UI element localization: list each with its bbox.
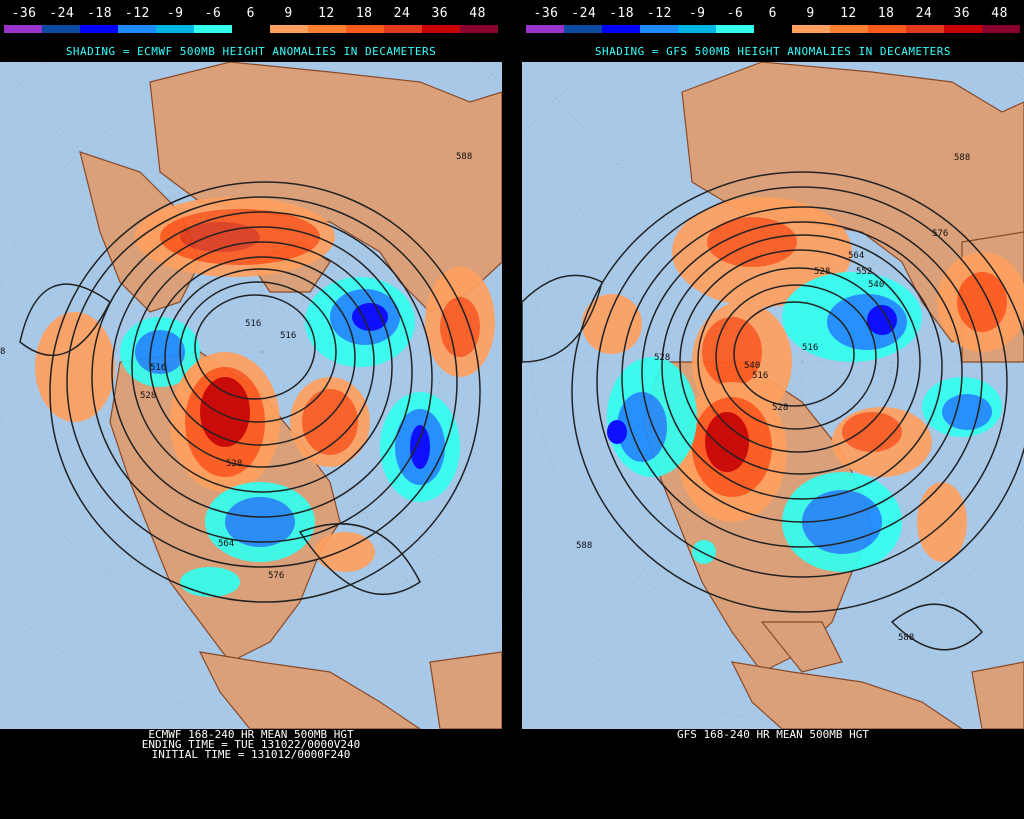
colorbar-label: -24: [49, 6, 75, 21]
colorbar-label: 36: [431, 6, 449, 21]
colorbar-segment: [194, 25, 232, 33]
contour-label: 528: [814, 267, 830, 277]
colorbar-label: 6: [768, 6, 777, 21]
caption-line-3: INITIAL TIME = 131012/0000F240: [151, 748, 351, 761]
colorbar-label: 24: [393, 6, 411, 21]
anomaly-shading: [582, 197, 1024, 572]
colorbar-label: 24: [915, 6, 933, 21]
gfs-panel: -36 -24 -18 -12 -9 -6 6 9 12 18 24 36 48 SHADING = G…: [522, 0, 1024, 819]
contour-label: 516: [245, 319, 261, 329]
ecmwf-anomaly-map: 516 516 516 528 528 564 576 588 8: [0, 62, 502, 729]
contour-label: 588: [576, 541, 592, 551]
colorbar-label: -36: [533, 6, 559, 21]
gfs-anomaly-map: 528 540 552 564 576 588 588 588 516 516 528 528 540: [522, 62, 1024, 729]
contour-label: 564: [218, 539, 234, 549]
colorbar-segment: [716, 25, 754, 33]
colorbar-segment: [422, 25, 460, 33]
contour-label: 540: [744, 361, 760, 371]
colorbar-segment: [156, 25, 194, 33]
colorbar-segment: [80, 25, 118, 33]
contour-label: 576: [932, 229, 948, 239]
contour-label: 588: [954, 153, 970, 163]
contour-label: 516: [752, 371, 768, 381]
colorbar: [526, 25, 1020, 33]
contour-label: 528: [654, 353, 670, 363]
colorbar-label: 9: [284, 6, 293, 21]
contour-labels: 528 540 552 564 576 588 588 588 516 516 528 528 540: [576, 153, 970, 643]
height-contours: [522, 171, 1024, 651]
colorbar-segment: [792, 25, 830, 33]
contour-label: 528: [140, 391, 156, 401]
colorbar: [4, 25, 498, 33]
contour-label: 552: [856, 267, 872, 277]
colorbar-label: -12: [646, 6, 672, 21]
colorbar-label: 48: [469, 6, 486, 21]
contour-label: 540: [868, 280, 884, 290]
contour-label: 564: [848, 251, 864, 261]
colorbar-label: -6: [204, 6, 222, 21]
ecmwf-panel: -36 -24 -18 -12 -9 -6 6 9 12 18 24 36 48 SHADING = E…: [0, 0, 502, 819]
colorbar-segment: [270, 25, 308, 33]
contour-label: 516: [150, 363, 166, 373]
colorbar-label: 9: [806, 6, 815, 21]
contour-label: 528: [772, 403, 788, 413]
colorbar-segment: [602, 25, 640, 33]
colorbar-label: 36: [953, 6, 971, 21]
colorbar-label: 12: [318, 6, 335, 21]
colorbar-segment: [754, 25, 792, 33]
colorbar-labels: -36 -24 -18 -12 -9 -6 6 9 12 18 24 36 48: [522, 6, 1024, 22]
colorbar-segment: [564, 25, 602, 33]
contour-label: 8: [0, 347, 5, 357]
contour-label: 516: [802, 343, 818, 353]
colorbar-segment: [678, 25, 716, 33]
colorbar-label: -12: [124, 6, 150, 21]
colorbar-segment: [944, 25, 982, 33]
colorbar-label: 48: [991, 6, 1008, 21]
colorbar-segment: [460, 25, 498, 33]
colorbar-segment: [526, 25, 564, 33]
colorbar-label: -18: [87, 6, 113, 21]
colorbar-segment: [4, 25, 42, 33]
colorbar-label: 18: [877, 6, 895, 21]
colorbar-label: 12: [840, 6, 857, 21]
colorbar-label: -18: [609, 6, 635, 21]
colorbar-labels: -36 -24 -18 -12 -9 -6 6 9 12 18 24 36 48: [0, 6, 502, 22]
colorbar-segment: [42, 25, 80, 33]
contour-label: 588: [456, 152, 472, 162]
colorbar-label: -9: [166, 6, 184, 21]
contour-labels: 516 516 516 528 528 564 576 588 8: [0, 152, 472, 581]
colorbar-segment: [118, 25, 156, 33]
colorbar-label: -9: [688, 6, 706, 21]
colorbar-segment: [232, 25, 270, 33]
colorbar-segment: [982, 25, 1020, 33]
colorbar-segment: [640, 25, 678, 33]
panel-title: SHADING = GFS 500MB HEIGHT ANOMALIES IN …: [594, 45, 952, 58]
caption-line-1: GFS 168-240 HR MEAN 500MB HGT: [676, 728, 870, 741]
land-masses: [641, 62, 1024, 729]
colorbar-segment: [906, 25, 944, 33]
contour-label: 528: [226, 459, 242, 469]
anomaly-shading: [35, 197, 495, 597]
contour-label: 576: [268, 571, 284, 581]
caption-line-2: ENDING TIME = TUE 131022/0000V240: [141, 738, 361, 751]
colorbar-segment: [346, 25, 384, 33]
caption-line-1: ECMWF 168-240 HR MEAN 500MB HGT: [148, 728, 354, 741]
colorbar-label: 6: [246, 6, 255, 21]
height-contours: [19, 181, 481, 603]
colorbar-segment: [868, 25, 906, 33]
colorbar-label: 18: [355, 6, 373, 21]
contour-label: 588: [898, 633, 914, 643]
contour-label: 516: [280, 331, 296, 341]
colorbar-label: -6: [726, 6, 744, 21]
colorbar-label: -24: [571, 6, 597, 21]
colorbar-segment: [308, 25, 346, 33]
colorbar-label: -36: [11, 6, 37, 21]
panel-title: SHADING = ECMWF 500MB HEIGHT ANOMALIES I…: [65, 45, 437, 58]
colorbar-segment: [830, 25, 868, 33]
colorbar-segment: [384, 25, 422, 33]
